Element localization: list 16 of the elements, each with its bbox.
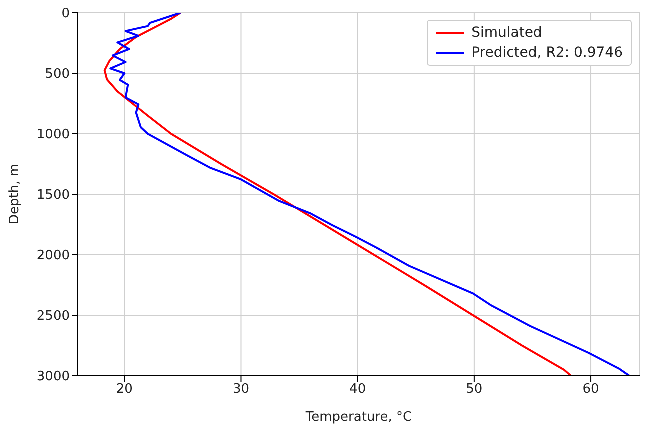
x-tick-label: 40 xyxy=(350,382,366,398)
y-tick-label: 1500 xyxy=(36,188,70,204)
y-tick-label: 500 xyxy=(45,67,70,82)
y-tick-label: 1000 xyxy=(36,128,70,143)
y-tick-label: 2500 xyxy=(36,309,70,324)
y-tick-label: 0 xyxy=(62,6,70,22)
y-axis-title: Depth, m xyxy=(8,164,23,224)
x-tick-label: 50 xyxy=(466,382,483,398)
y-tick-label: 3000 xyxy=(36,370,70,385)
y-tick-label: 2000 xyxy=(36,248,70,264)
legend-label: Predicted, R2: 0.9746 xyxy=(472,44,623,63)
x-tick-label: 60 xyxy=(582,382,600,398)
x-tick-label: 30 xyxy=(232,382,250,398)
x-axis-title: Temperature, °C xyxy=(304,410,412,425)
x-tick-label: 20 xyxy=(116,382,133,398)
legend-label: Simulated xyxy=(472,24,542,43)
